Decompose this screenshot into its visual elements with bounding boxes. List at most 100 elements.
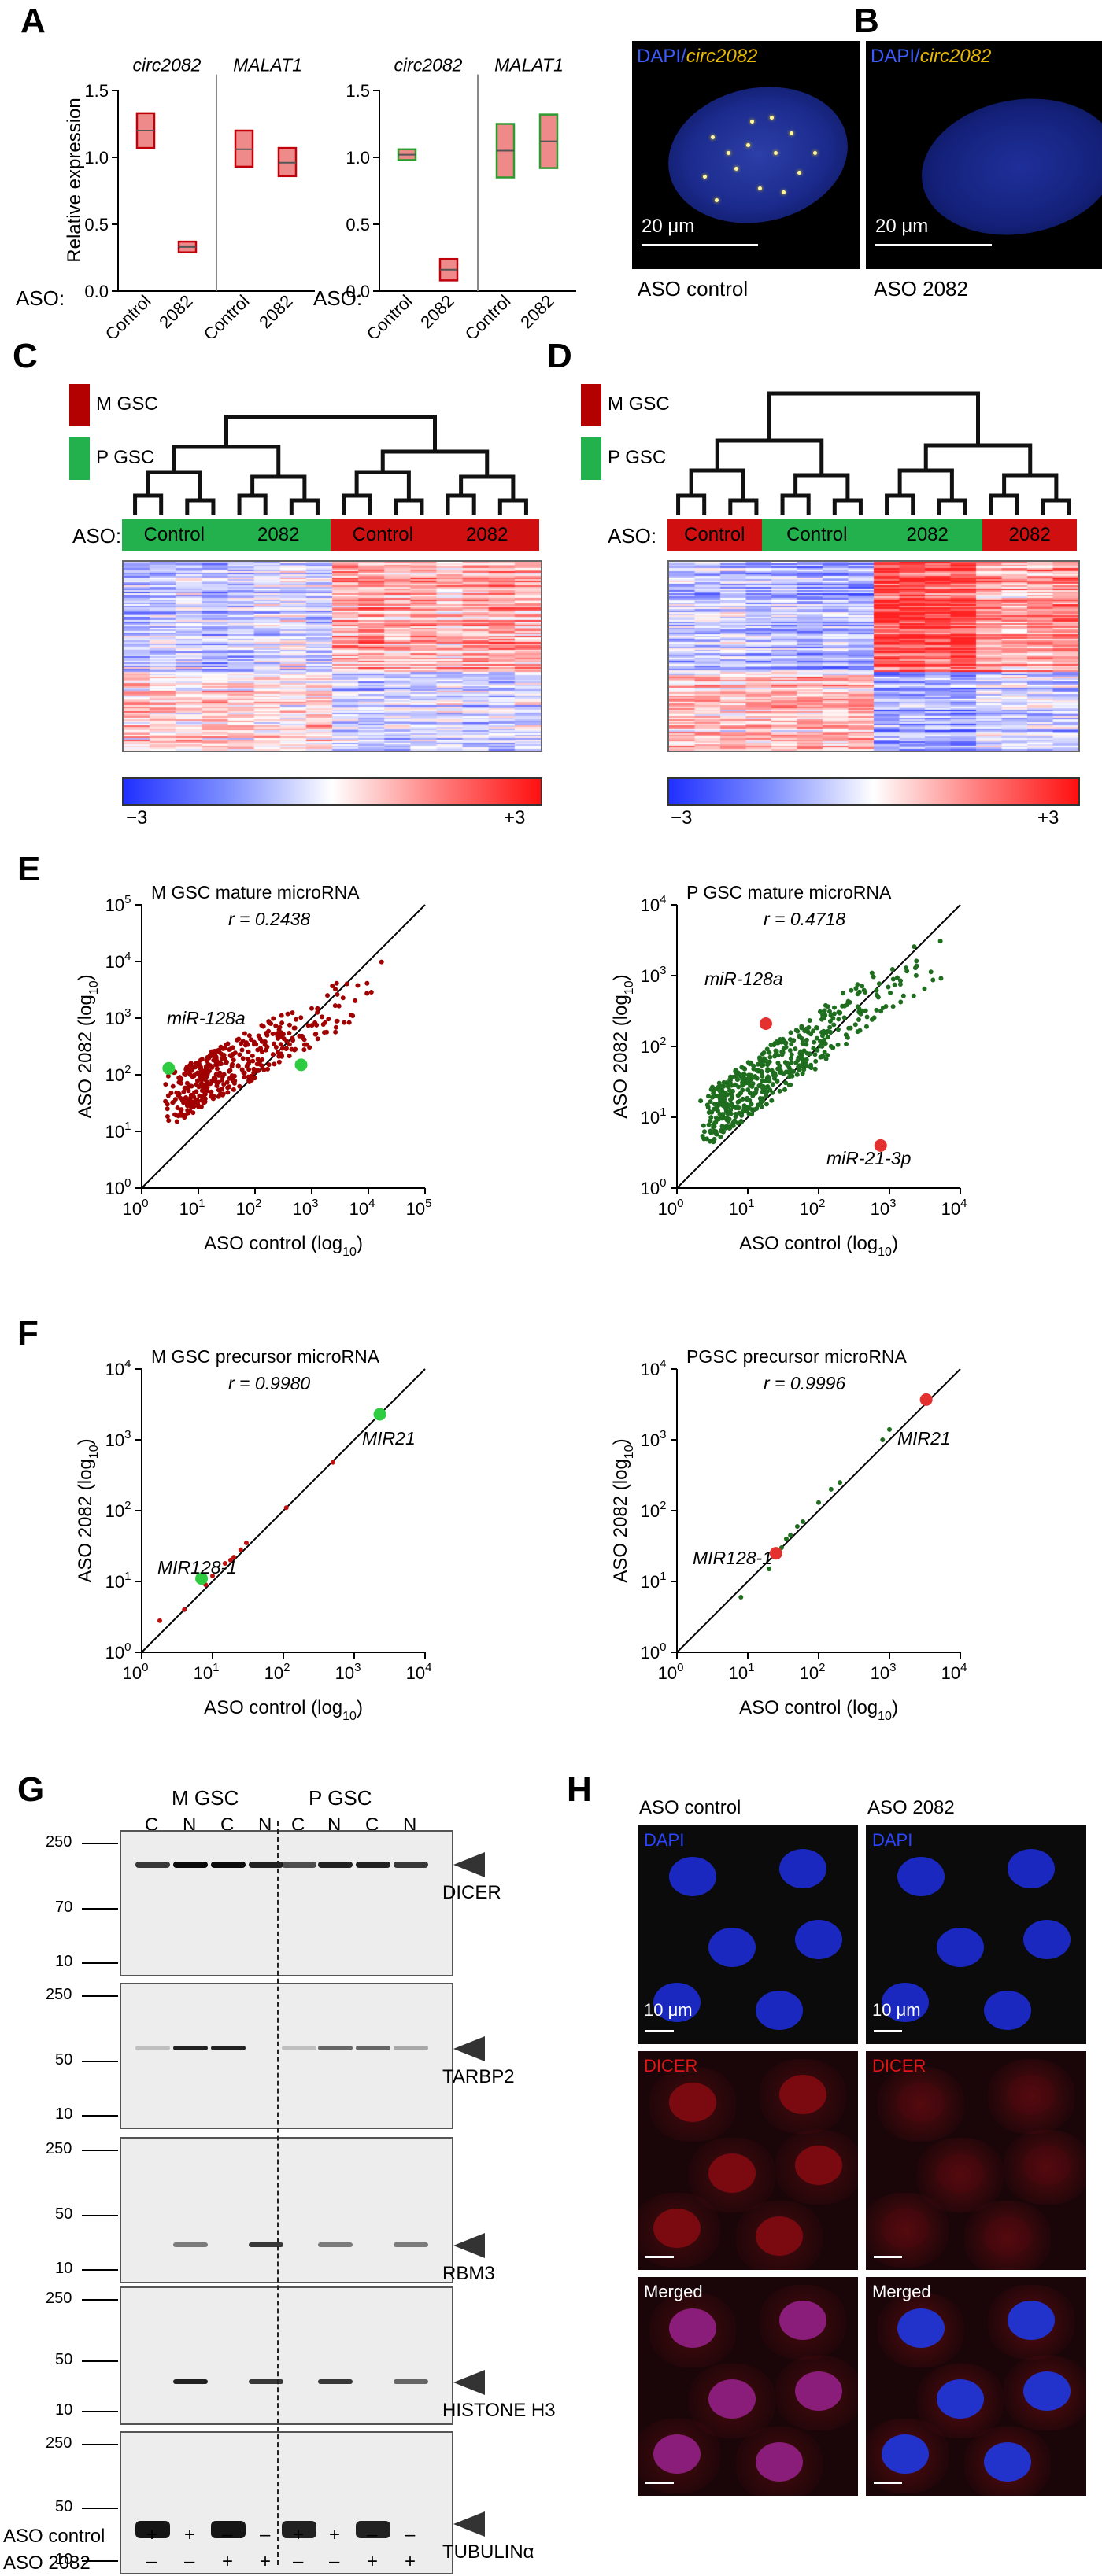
dendrogram-branch bbox=[394, 498, 424, 515]
data-point bbox=[225, 1090, 231, 1095]
annotation: miR-21-3p bbox=[826, 1148, 912, 1168]
data-point bbox=[804, 1042, 809, 1047]
panel-letter-g: G bbox=[17, 1770, 45, 1809]
band bbox=[249, 2379, 283, 2384]
legend-p-gsc-label: P GSC bbox=[96, 447, 155, 468]
data-point bbox=[193, 1065, 198, 1070]
data-point bbox=[215, 1062, 220, 1068]
data-point bbox=[730, 1120, 736, 1125]
data-point bbox=[783, 1044, 789, 1050]
dendrogram-branch bbox=[885, 493, 915, 515]
data-point bbox=[836, 1009, 841, 1015]
data-point bbox=[819, 1033, 825, 1039]
legend-m-gsc-label: M GSC bbox=[608, 393, 670, 415]
tick-exponent: 2 bbox=[124, 1499, 131, 1512]
band bbox=[173, 2046, 208, 2050]
highlight-point bbox=[294, 1058, 308, 1072]
data-point bbox=[270, 1052, 276, 1057]
data-point bbox=[814, 1035, 819, 1041]
tick-exponent: 4 bbox=[960, 1661, 967, 1674]
data-point bbox=[817, 1009, 823, 1014]
circ2082-focus bbox=[715, 198, 719, 202]
ladder-mark: 10 bbox=[55, 1953, 73, 1970]
data-point bbox=[719, 1124, 725, 1129]
tick-exponent: 4 bbox=[368, 1197, 375, 1210]
dendrogram-branch bbox=[780, 493, 811, 515]
channel-circ2082-label: circ2082 bbox=[686, 46, 758, 67]
ladder-tick bbox=[82, 2215, 118, 2216]
data-point bbox=[825, 1035, 830, 1040]
data-point bbox=[708, 1118, 713, 1124]
data-point bbox=[801, 1519, 806, 1524]
blot-membrane bbox=[120, 2286, 453, 2425]
micrograph-tile: DICER bbox=[638, 2051, 858, 2270]
data-point bbox=[230, 1061, 235, 1067]
data-point bbox=[256, 1068, 261, 1073]
band bbox=[394, 2379, 428, 2384]
data-point bbox=[799, 1024, 804, 1029]
x-tick-label: 100 bbox=[123, 1661, 149, 1683]
x-tick-label: 104 bbox=[406, 1661, 432, 1683]
data-point bbox=[710, 1084, 716, 1090]
data-point bbox=[897, 982, 903, 987]
data-point bbox=[878, 1009, 884, 1014]
treatment-sign: + bbox=[222, 2551, 234, 2572]
data-point bbox=[242, 1031, 247, 1036]
scale-max-d: +3 bbox=[1037, 807, 1059, 829]
data-point bbox=[795, 1028, 801, 1034]
data-point bbox=[711, 1124, 716, 1130]
panel-letter-e: E bbox=[17, 850, 41, 888]
data-point bbox=[892, 982, 897, 987]
data-point bbox=[206, 1068, 212, 1074]
aso-label-d: ASO: bbox=[608, 524, 657, 548]
data-point bbox=[804, 1026, 809, 1032]
data-point bbox=[716, 1108, 721, 1113]
data-point bbox=[914, 958, 919, 964]
data-point bbox=[300, 1035, 305, 1041]
y-tick-label: 1.5 bbox=[84, 81, 109, 101]
data-point bbox=[767, 1054, 773, 1060]
data-point bbox=[254, 1061, 260, 1067]
data-point bbox=[190, 1110, 196, 1116]
tick-exponent: 0 bbox=[142, 1197, 148, 1210]
axis-close: ) bbox=[610, 1438, 631, 1445]
data-point bbox=[786, 1082, 792, 1087]
data-point bbox=[767, 1050, 772, 1055]
x-tick-label: 102 bbox=[800, 1197, 826, 1219]
data-point bbox=[163, 1082, 168, 1087]
channel-circ2082-label: circ2082 bbox=[919, 46, 992, 67]
data-point bbox=[863, 1008, 868, 1013]
data-point bbox=[251, 1070, 257, 1076]
axis-subscript: 10 bbox=[878, 1710, 892, 1723]
cell-nucleus bbox=[669, 2308, 716, 2348]
treatment-sign: + bbox=[184, 2524, 196, 2545]
identity-line bbox=[676, 1368, 961, 1653]
data-point bbox=[187, 1063, 192, 1068]
data-point bbox=[723, 1105, 729, 1110]
axis-subscript: 10 bbox=[87, 980, 101, 995]
axis-close: ) bbox=[610, 974, 631, 980]
data-point bbox=[231, 1555, 237, 1560]
data-point bbox=[725, 1109, 730, 1115]
data-point bbox=[772, 1054, 778, 1059]
micrograph-tile: Merged bbox=[638, 2277, 858, 2496]
panel-letter-f: F bbox=[17, 1314, 39, 1353]
nucleus bbox=[911, 83, 1102, 250]
data-point bbox=[251, 1039, 257, 1045]
highlight-point bbox=[195, 1572, 209, 1585]
tick-exponent: 1 bbox=[213, 1661, 219, 1674]
annotation: MIR128-1 bbox=[157, 1557, 237, 1578]
data-point bbox=[777, 1063, 782, 1068]
data-point bbox=[741, 1065, 747, 1071]
data-point bbox=[874, 987, 879, 993]
y-axis-label: ASO 2082 (log10) bbox=[610, 974, 636, 1118]
data-point bbox=[711, 1139, 716, 1144]
tick-exponent: 4 bbox=[960, 1197, 967, 1210]
x-tick-label: 100 bbox=[123, 1197, 149, 1219]
ladder-tick bbox=[82, 1962, 118, 1964]
data-point bbox=[710, 1094, 716, 1100]
ladder-mark: 10 bbox=[55, 2260, 73, 2277]
band bbox=[135, 2046, 170, 2050]
y-tick-label: 100 bbox=[641, 1640, 667, 1663]
bar-segment: 2082 bbox=[982, 519, 1077, 551]
